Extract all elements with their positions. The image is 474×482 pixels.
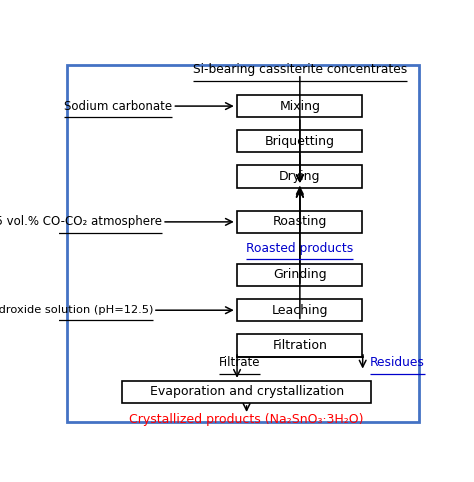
Bar: [237, 130, 362, 152]
Text: Sodium hydroxide solution (pH=12.5): Sodium hydroxide solution (pH=12.5): [0, 305, 153, 315]
Text: Crystallized products (Na₂SnO₃·3H₂O): Crystallized products (Na₂SnO₃·3H₂O): [129, 413, 364, 426]
Text: Evaporation and crystallization: Evaporation and crystallization: [149, 386, 344, 398]
Text: Leaching: Leaching: [272, 304, 328, 317]
Text: Grinding: Grinding: [273, 268, 327, 281]
Text: Sodium carbonate: Sodium carbonate: [64, 100, 173, 113]
Text: Filtrate: Filtrate: [219, 356, 260, 369]
Bar: [122, 381, 372, 403]
Text: Si-bearing cassiterite concentrates: Si-bearing cassiterite concentrates: [193, 63, 407, 76]
Bar: [237, 211, 362, 233]
Bar: [237, 264, 362, 286]
Text: Filtration: Filtration: [273, 339, 328, 352]
Text: Mixing: Mixing: [279, 100, 320, 113]
Bar: [237, 95, 362, 117]
Bar: [237, 165, 362, 187]
Text: Roasted products: Roasted products: [246, 242, 354, 254]
Bar: [237, 335, 362, 357]
Bar: [237, 299, 362, 321]
Text: 15 vol.% CO-CO₂ atmosphere: 15 vol.% CO-CO₂ atmosphere: [0, 215, 162, 228]
Text: Drying: Drying: [279, 170, 320, 183]
Text: Roasting: Roasting: [273, 215, 327, 228]
Text: Briquetting: Briquetting: [265, 135, 335, 148]
Text: Residues: Residues: [370, 356, 425, 369]
